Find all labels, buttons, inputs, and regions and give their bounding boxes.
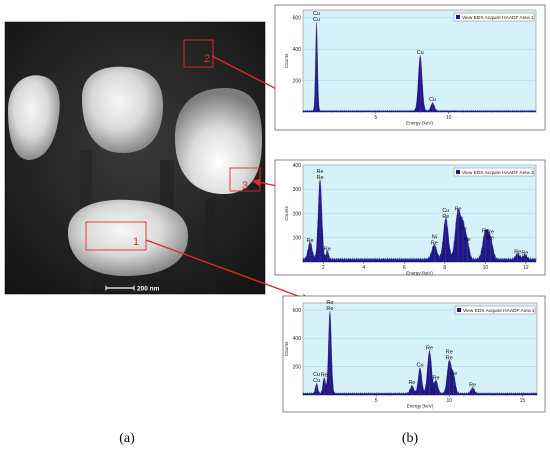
- particle-right: [174, 87, 262, 195]
- chart-2-peak-label-1-0: Re: [321, 372, 328, 378]
- chart-0-xtick-1: 10: [446, 115, 452, 121]
- arrow-region-1: [145, 239, 310, 302]
- chart-2-peak-label-5-0: Re: [426, 346, 433, 352]
- chart-1-peak-label-7-0: Re: [464, 237, 471, 243]
- chart-2-legend-label: View EDX Acquire HAADF Area 1: [463, 308, 535, 314]
- chart-0-legend-label: View EDX Acquire HAADF Area 1: [462, 15, 534, 21]
- chart-1-xtick-4: 10: [483, 265, 489, 271]
- chart-2-ytick-0: 200: [293, 364, 302, 370]
- chart-1-peak-label-8-0: Re: [482, 228, 489, 234]
- chart-1-legend-swatch: [456, 170, 460, 174]
- chart-1-peak-label-2-0: Re: [324, 247, 331, 253]
- chart-1-ytick-2: 300: [293, 187, 302, 193]
- chart-1-peak-label-9-1: Re: [487, 236, 494, 242]
- chart-2-peak-label-9-0: Re: [469, 382, 476, 388]
- chart-1-peak-label-6-0: Cu: [460, 226, 467, 232]
- edx-spectrum-area-3: 100 200 300 400 2 4 6 8 10 12 Energy (keV) Counts Re…: [274, 159, 546, 276]
- chart-0-legend-swatch: [456, 15, 460, 19]
- chart-1-peak-label-4-0: Cu: [442, 208, 449, 214]
- chart-1-peak-label-9-0: Re: [487, 230, 494, 236]
- chart-2-ytick-1: 400: [293, 336, 302, 342]
- chart-0-ytick-1: 400: [293, 47, 302, 53]
- chart-1-legend-label: View EDX Acquire HAADF Area 3: [462, 170, 534, 176]
- chart-2-peak-label-8-0: Re: [450, 371, 457, 377]
- region-1-box: [85, 221, 147, 251]
- chart-2-xlabel: Energy (keV): [407, 404, 434, 409]
- chart-1-peak-label-11-0: Re: [521, 251, 528, 257]
- chart-1-peak-label-1-1: Re: [317, 175, 324, 181]
- particle-bottom: [68, 199, 188, 276]
- region-2-box: [183, 39, 214, 68]
- chart-1-peak-label-5-0: Re: [454, 207, 461, 213]
- chart-0-peak-label-1-0: Cu: [417, 50, 424, 56]
- chart-1-ytick-0: 100: [293, 236, 302, 242]
- micrograph-panel: 2 3 1 200 nm: [4, 21, 266, 295]
- chart-2-peak-label-6-0: Re: [433, 375, 440, 381]
- chart-2-peak-label-2-0: Re: [326, 300, 333, 306]
- chart-2-peak-label-0-0: Cu: [313, 372, 320, 378]
- chart-0-peak-label-0-1: Cu: [313, 17, 320, 23]
- particle-left: [8, 75, 60, 160]
- chart-2-xtick-1: 10: [446, 398, 452, 404]
- chart-1-xtick-1: 4: [362, 265, 365, 271]
- chart-1-xtick-2: 6: [403, 265, 406, 271]
- chart-1-xtick-0: 2: [322, 265, 325, 271]
- chart-0-xlabel: Energy (keV): [406, 121, 433, 126]
- chart-0-ytick-2: 600: [293, 16, 302, 22]
- panel-label-b: (b): [402, 431, 419, 446]
- chart-1-peak-label-1-0: Re: [317, 169, 324, 175]
- chart-0-peak-label-2-0: Cu: [429, 97, 436, 103]
- chart-2-ytick-2: 600: [293, 308, 302, 314]
- chart-1-ylabel: Counts: [284, 206, 289, 221]
- chart-2-ylabel: Counts: [284, 341, 289, 356]
- chart-0-legend-box: [453, 12, 535, 22]
- chart-2-xtick-2: 15: [520, 398, 526, 404]
- chart-2-legend-swatch: [457, 308, 461, 312]
- chart-1-peak-label-3-0: Ni: [432, 234, 437, 240]
- chart-1-ytick-1: 200: [293, 211, 302, 217]
- chart-1-legend-box: [453, 167, 535, 177]
- chart-2-peak-label-0-1: Cu: [313, 378, 320, 384]
- chart-1-peak-label-10-0: Re: [514, 250, 521, 256]
- chart-1-peak-label-3-1: Re: [431, 240, 438, 246]
- chart-0-spectrum: [302, 23, 537, 113]
- chart-2-legend-box: [454, 305, 536, 315]
- chart-1-xtick-3: 8: [443, 265, 446, 271]
- region-label-1: 1: [133, 236, 139, 248]
- region-label-3: 3: [242, 180, 248, 192]
- chart-0-ylabel: Counts: [284, 53, 289, 68]
- chart-1-spectrum: [302, 179, 537, 263]
- chart-2-peak-label-3-0: Re: [408, 380, 415, 386]
- scale-bar-label: 200 nm: [137, 286, 160, 293]
- chart-2-peak-label-7-1: Re: [446, 355, 453, 361]
- chart-2-peak-label-2-1: Re: [326, 306, 333, 312]
- panel-label-a: (a): [119, 431, 135, 446]
- chart-2-xtick-0: 5: [375, 398, 378, 404]
- chart-1-xtick-5: 12: [523, 265, 529, 271]
- chart-1-peak-label-0-0: Re: [307, 238, 314, 244]
- chart-2-peak-label-4-0: Cu: [416, 363, 423, 369]
- region-label-2: 2: [204, 53, 210, 65]
- chart-0-ytick-0: 200: [293, 78, 302, 84]
- chart-1-ytick-3: 400: [293, 163, 302, 169]
- chart-0-peak-label-0-0: Cu: [313, 11, 320, 17]
- chart-0-xtick-0: 5: [374, 115, 377, 121]
- particle-top-center: [82, 66, 164, 154]
- chart-1-xlabel: Energy (keV): [406, 271, 433, 276]
- chart-1-peak-label-4-1: Re: [442, 214, 449, 220]
- chart-2-peak-label-7-0: Re: [446, 349, 453, 355]
